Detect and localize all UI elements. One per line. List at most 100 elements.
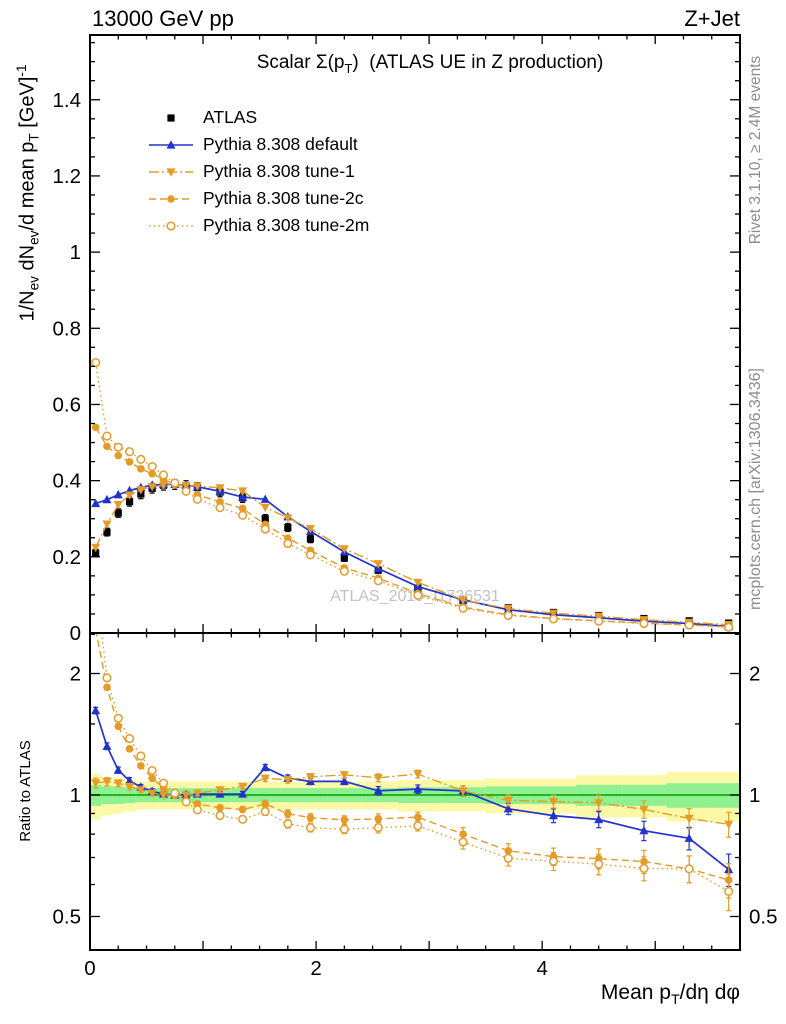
- data-point-marker: [458, 787, 468, 796]
- legend-marker-sample: [166, 139, 176, 149]
- data-point-marker: [305, 773, 315, 782]
- data-point-marker: [260, 762, 270, 772]
- data-point-marker: [459, 830, 467, 838]
- legend-item-atlas: ATLAS: [148, 104, 369, 131]
- data-point-marker: [340, 554, 348, 562]
- ratio-axis-label: Ratio to ATLAS: [17, 740, 34, 842]
- data-point-marker: [373, 774, 383, 783]
- main-series-pythia-tune-2m: [91, 358, 734, 632]
- data-point-marker: [181, 486, 191, 496]
- data-point-marker: [238, 814, 248, 824]
- data-point-marker: [594, 859, 604, 869]
- data-point-marker: [458, 603, 468, 613]
- data-point-marker: [283, 776, 293, 785]
- data-point-marker: [503, 853, 513, 863]
- data-point-marker: [91, 543, 101, 553]
- data-point-marker: [147, 462, 157, 472]
- data-point-marker: [260, 503, 270, 513]
- svg-text:1: 1: [70, 241, 81, 264]
- data-point-marker: [238, 805, 247, 814]
- data-point-marker: [238, 504, 247, 513]
- data-point-marker: [458, 837, 468, 847]
- data-point-marker: [339, 545, 349, 554]
- data-point-marker: [548, 614, 559, 624]
- data-point-marker: [373, 560, 383, 569]
- data-point-marker: [639, 825, 649, 835]
- data-point-marker: [167, 194, 175, 203]
- data-point-marker: [125, 776, 135, 785]
- data-point-marker: [374, 815, 383, 823]
- data-point-marker: [92, 578, 100, 586]
- data-point-marker: [125, 491, 135, 500]
- svg-text:0.8: 0.8: [53, 317, 82, 340]
- data-point-marker: [181, 791, 191, 800]
- data-point-marker: [166, 167, 176, 177]
- data-point-marker: [103, 442, 111, 451]
- process-label: Z+Jet: [684, 6, 740, 31]
- data-point-marker: [260, 524, 270, 534]
- legend-marker-pythia-tune-1: [149, 167, 193, 177]
- data-point-marker: [639, 805, 649, 815]
- data-point-marker: [339, 776, 349, 785]
- data-point-marker: [114, 451, 123, 460]
- svg-text:0: 0: [84, 957, 95, 980]
- axis-ticks: [89, 35, 741, 950]
- data-point-marker: [724, 886, 734, 896]
- data-point-marker: [215, 811, 225, 821]
- data-point-marker: [102, 494, 112, 504]
- data-point-marker: [339, 566, 349, 576]
- data-point-marker: [113, 765, 123, 774]
- data-point-marker: [548, 856, 559, 866]
- data-point-marker: [102, 673, 112, 683]
- svg-text:0.5: 0.5: [53, 905, 82, 928]
- data-point-marker: [166, 139, 176, 149]
- data-point-marker: [170, 788, 180, 798]
- data-point-marker: [113, 501, 123, 510]
- data-point-marker: [340, 816, 349, 824]
- data-point-marker: [503, 804, 513, 813]
- data-point-marker: [158, 481, 168, 491]
- main-series-pythia-default: [91, 479, 734, 631]
- legend-marker-pythia-default: [149, 139, 193, 149]
- data-point-marker: [238, 487, 248, 496]
- axis-tick-labels: 0 2 4 0 0.2 0.4 0.6 0.8 1 1.2 1.4 0.5 0.5 1 1 2 2: [53, 89, 778, 980]
- data-point-marker: [284, 523, 292, 532]
- data-point-marker: [136, 786, 146, 795]
- data-point-marker: [503, 610, 513, 621]
- plot-title: Scalar Σ(pT) (ATLAS UE in Z production): [256, 52, 604, 76]
- data-point-marker: [136, 454, 146, 464]
- data-point-marker: [548, 609, 558, 618]
- data-point-marker: [91, 498, 101, 508]
- data-point-marker: [414, 813, 422, 821]
- series-line: [100, 633, 730, 893]
- x-axis-label: Mean pT/dη dφ: [600, 981, 740, 1009]
- svg-text:1.4: 1.4: [53, 89, 82, 112]
- y-axis-label: 1/Nev dNev/d mean pT [GeV]-1: [14, 64, 42, 322]
- data-point-marker: [216, 803, 224, 812]
- data-point-marker: [167, 113, 175, 122]
- data-point-marker: [113, 713, 123, 723]
- data-point-marker: [91, 423, 100, 432]
- panel-frames: [89, 34, 741, 951]
- data-point-marker: [102, 431, 112, 441]
- data-point-marker: [136, 486, 146, 495]
- legend-marker-sample: [166, 220, 176, 231]
- data-point-marker: [137, 465, 145, 473]
- ratio-series-pythia-tune-2c: [94, 633, 733, 899]
- data-point-marker: [181, 481, 191, 491]
- data-point-marker: [339, 824, 349, 834]
- data-point-marker: [373, 786, 383, 795]
- svg-text:2: 2: [70, 663, 81, 686]
- data-point-marker: [103, 528, 111, 536]
- data-point-marker: [594, 616, 604, 626]
- data-point-marker: [148, 774, 156, 783]
- data-point-marker: [413, 821, 423, 831]
- svg-text:2: 2: [310, 957, 321, 980]
- data-point-marker: [102, 778, 112, 787]
- svg-text:0.5: 0.5: [749, 905, 778, 928]
- legend-label: ATLAS: [203, 107, 258, 127]
- data-point-marker: [136, 751, 146, 761]
- data-point-marker: [305, 823, 315, 833]
- data-point-marker: [684, 864, 694, 874]
